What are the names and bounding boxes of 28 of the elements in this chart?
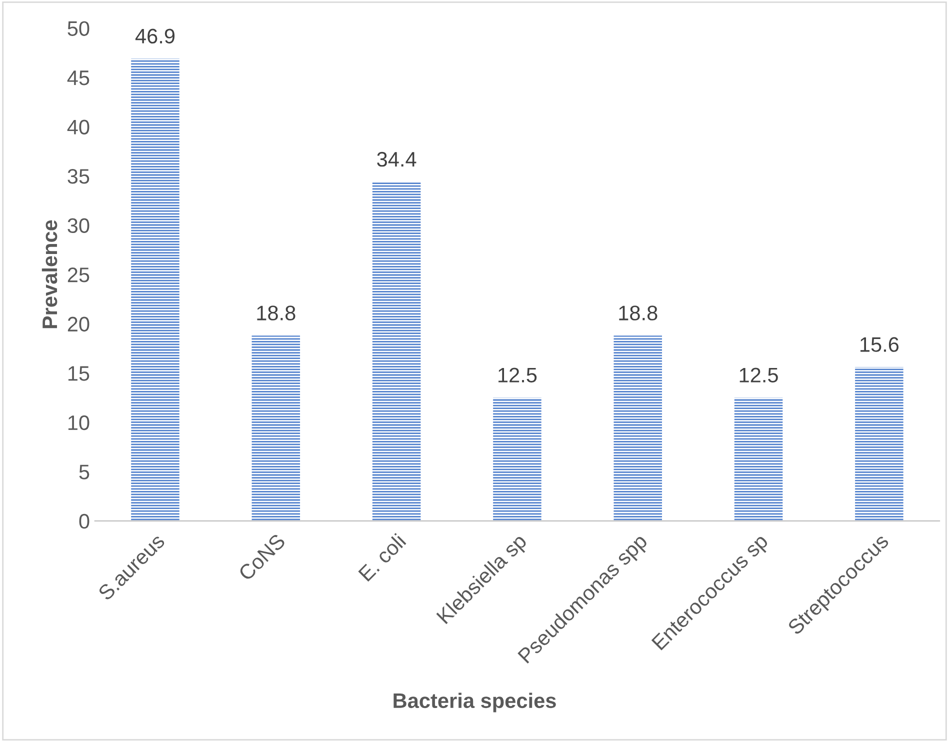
data-label: 34.4 (377, 152, 416, 167)
y-tick-label: 5 (79, 464, 90, 480)
bar (855, 367, 904, 521)
y-tick-label: 50 (68, 21, 90, 36)
y-tick-label: 35 (68, 169, 90, 184)
y-tick-label: 10 (68, 415, 90, 430)
y-tick-label: 0 (79, 514, 90, 529)
x-tick-label: E. coli (358, 532, 406, 582)
data-label: 18.8 (619, 306, 658, 320)
bar (372, 182, 421, 521)
bar (493, 398, 542, 521)
y-tick-label: 40 (67, 120, 90, 134)
bar (614, 336, 662, 521)
y-tick-label: 25 (68, 268, 90, 282)
data-label: 18.8 (257, 306, 296, 320)
y-tick-label: 45 (67, 70, 90, 86)
data-label: 15.6 (860, 337, 899, 352)
y-tick-label: 15 (68, 366, 90, 381)
data-label: 12.5 (498, 368, 537, 382)
y-axis-title: Prevalence (42, 220, 58, 328)
x-axis-title: Bacteria species (394, 692, 556, 712)
y-tick-label: 20 (68, 316, 90, 332)
bar (734, 398, 783, 521)
data-label: 12.5 (740, 368, 778, 382)
y-tick-label: 30 (68, 218, 90, 234)
data-label: 46.9 (135, 28, 175, 44)
bar (252, 336, 300, 521)
bar (131, 58, 180, 521)
